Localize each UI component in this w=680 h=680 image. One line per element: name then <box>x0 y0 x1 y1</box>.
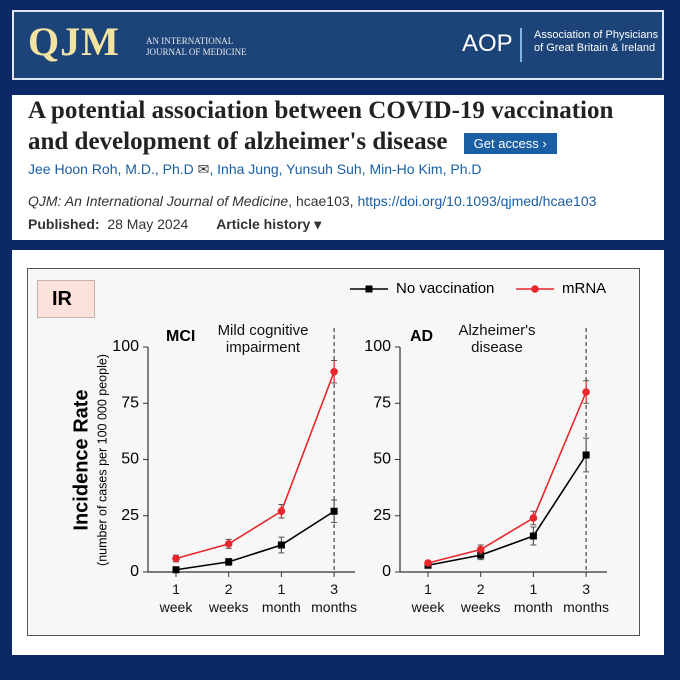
article-card: A potential association between COVID-19… <box>12 95 664 240</box>
x-tick-label: 3 months <box>311 581 358 615</box>
x-tick-label: 1 week <box>159 581 193 615</box>
series-line <box>175 371 335 560</box>
y-axis-sublabel: (number of cases per 100 000 people) <box>95 354 109 566</box>
author-links[interactable]: , Inha Jung, Yunsuh Suh, Min-Ho Kim, Ph.… <box>209 161 482 177</box>
published-date: 28 May 2024 <box>107 216 189 232</box>
society-name: Association of Physicians of Great Brita… <box>534 29 659 54</box>
citation-id: , hcae103, <box>288 193 358 209</box>
chart-annotation: Mild cognitive impairment <box>217 322 309 356</box>
marker <box>225 558 233 566</box>
marker <box>476 545 485 554</box>
y-tick-label: 75 <box>121 394 139 411</box>
y-tick-label: 100 <box>112 338 139 355</box>
journal-logo[interactable]: QJM <box>28 19 120 64</box>
y-tick-label: 50 <box>121 451 139 468</box>
panel-label: IR <box>37 280 95 318</box>
marker <box>224 540 233 548</box>
email-icon[interactable]: ✉ <box>197 161 210 177</box>
authors: Jee Hoon Roh, M.D., Ph.D ✉, Inha Jung, Y… <box>28 161 482 178</box>
journal-tagline: AN INTERNATIONAL JOURNAL OF MEDICINE <box>146 36 247 57</box>
legend-label: mRNA <box>562 280 606 297</box>
legend-marker <box>365 285 373 293</box>
y-tick-label: 25 <box>373 507 391 524</box>
legend-label: No vaccination <box>396 280 494 297</box>
marker <box>477 551 485 559</box>
article-title: A potential association between COVID-19… <box>28 95 658 157</box>
marker <box>172 554 180 563</box>
figure-panel <box>27 268 640 636</box>
x-tick-label: 2 weeks <box>460 581 501 615</box>
society-logo[interactable]: AOP <box>462 30 513 57</box>
series-line <box>427 391 587 564</box>
doi-link[interactable]: https://doi.org/10.1093/qjmed/hcae103 <box>357 193 597 209</box>
marker <box>582 388 590 396</box>
marker <box>582 451 590 459</box>
journal-header: QJM AN INTERNATIONAL JOURNAL OF MEDICINE… <box>12 10 664 80</box>
marker <box>529 514 538 522</box>
legend-marker <box>531 285 539 293</box>
y-tick-label: 100 <box>364 338 391 355</box>
y-tick-label: 50 <box>373 451 391 468</box>
chart-title: AD <box>410 328 433 345</box>
series-line <box>175 510 335 571</box>
y-tick-label: 75 <box>373 394 391 411</box>
marker <box>424 559 432 567</box>
marker <box>330 507 338 515</box>
citation: QJM: An International Journal of Medicin… <box>28 193 596 209</box>
x-tick-label: 1 month <box>513 581 553 615</box>
button-label: Get access <box>473 135 539 151</box>
citation-journal: QJM: An International Journal of Medicin… <box>28 193 289 209</box>
y-tick-label: 25 <box>121 507 139 524</box>
published: Published: 28 May 2024 Article history ▾ <box>28 216 321 233</box>
chart-annotation: Alzheimer's disease <box>458 322 536 356</box>
title-text: A potential association between COVID-19… <box>28 97 614 155</box>
article-history[interactable]: Article history ▾ <box>216 216 322 232</box>
y-tick-label: 0 <box>130 563 139 580</box>
author-link[interactable]: Jee Hoon Roh, M.D., Ph.D <box>28 161 194 177</box>
chart-title: MCI <box>166 328 195 345</box>
x-tick-label: 3 months <box>563 581 610 615</box>
y-tick-label: 0 <box>382 563 391 580</box>
published-label: Published: <box>28 216 100 232</box>
y-axis-label: Incidence Rate <box>70 389 92 530</box>
marker <box>330 367 338 376</box>
get-access-button[interactable]: Get access › <box>463 132 557 154</box>
series-line <box>427 454 587 567</box>
marker <box>277 541 285 549</box>
marker <box>529 532 537 540</box>
x-tick-label: 1 week <box>411 581 445 615</box>
marker <box>277 507 286 516</box>
marker <box>172 566 180 574</box>
x-tick-label: 2 weeks <box>208 581 249 615</box>
x-tick-label: 1 month <box>261 581 301 615</box>
history-label: Article history <box>216 216 311 232</box>
divider <box>520 28 530 62</box>
